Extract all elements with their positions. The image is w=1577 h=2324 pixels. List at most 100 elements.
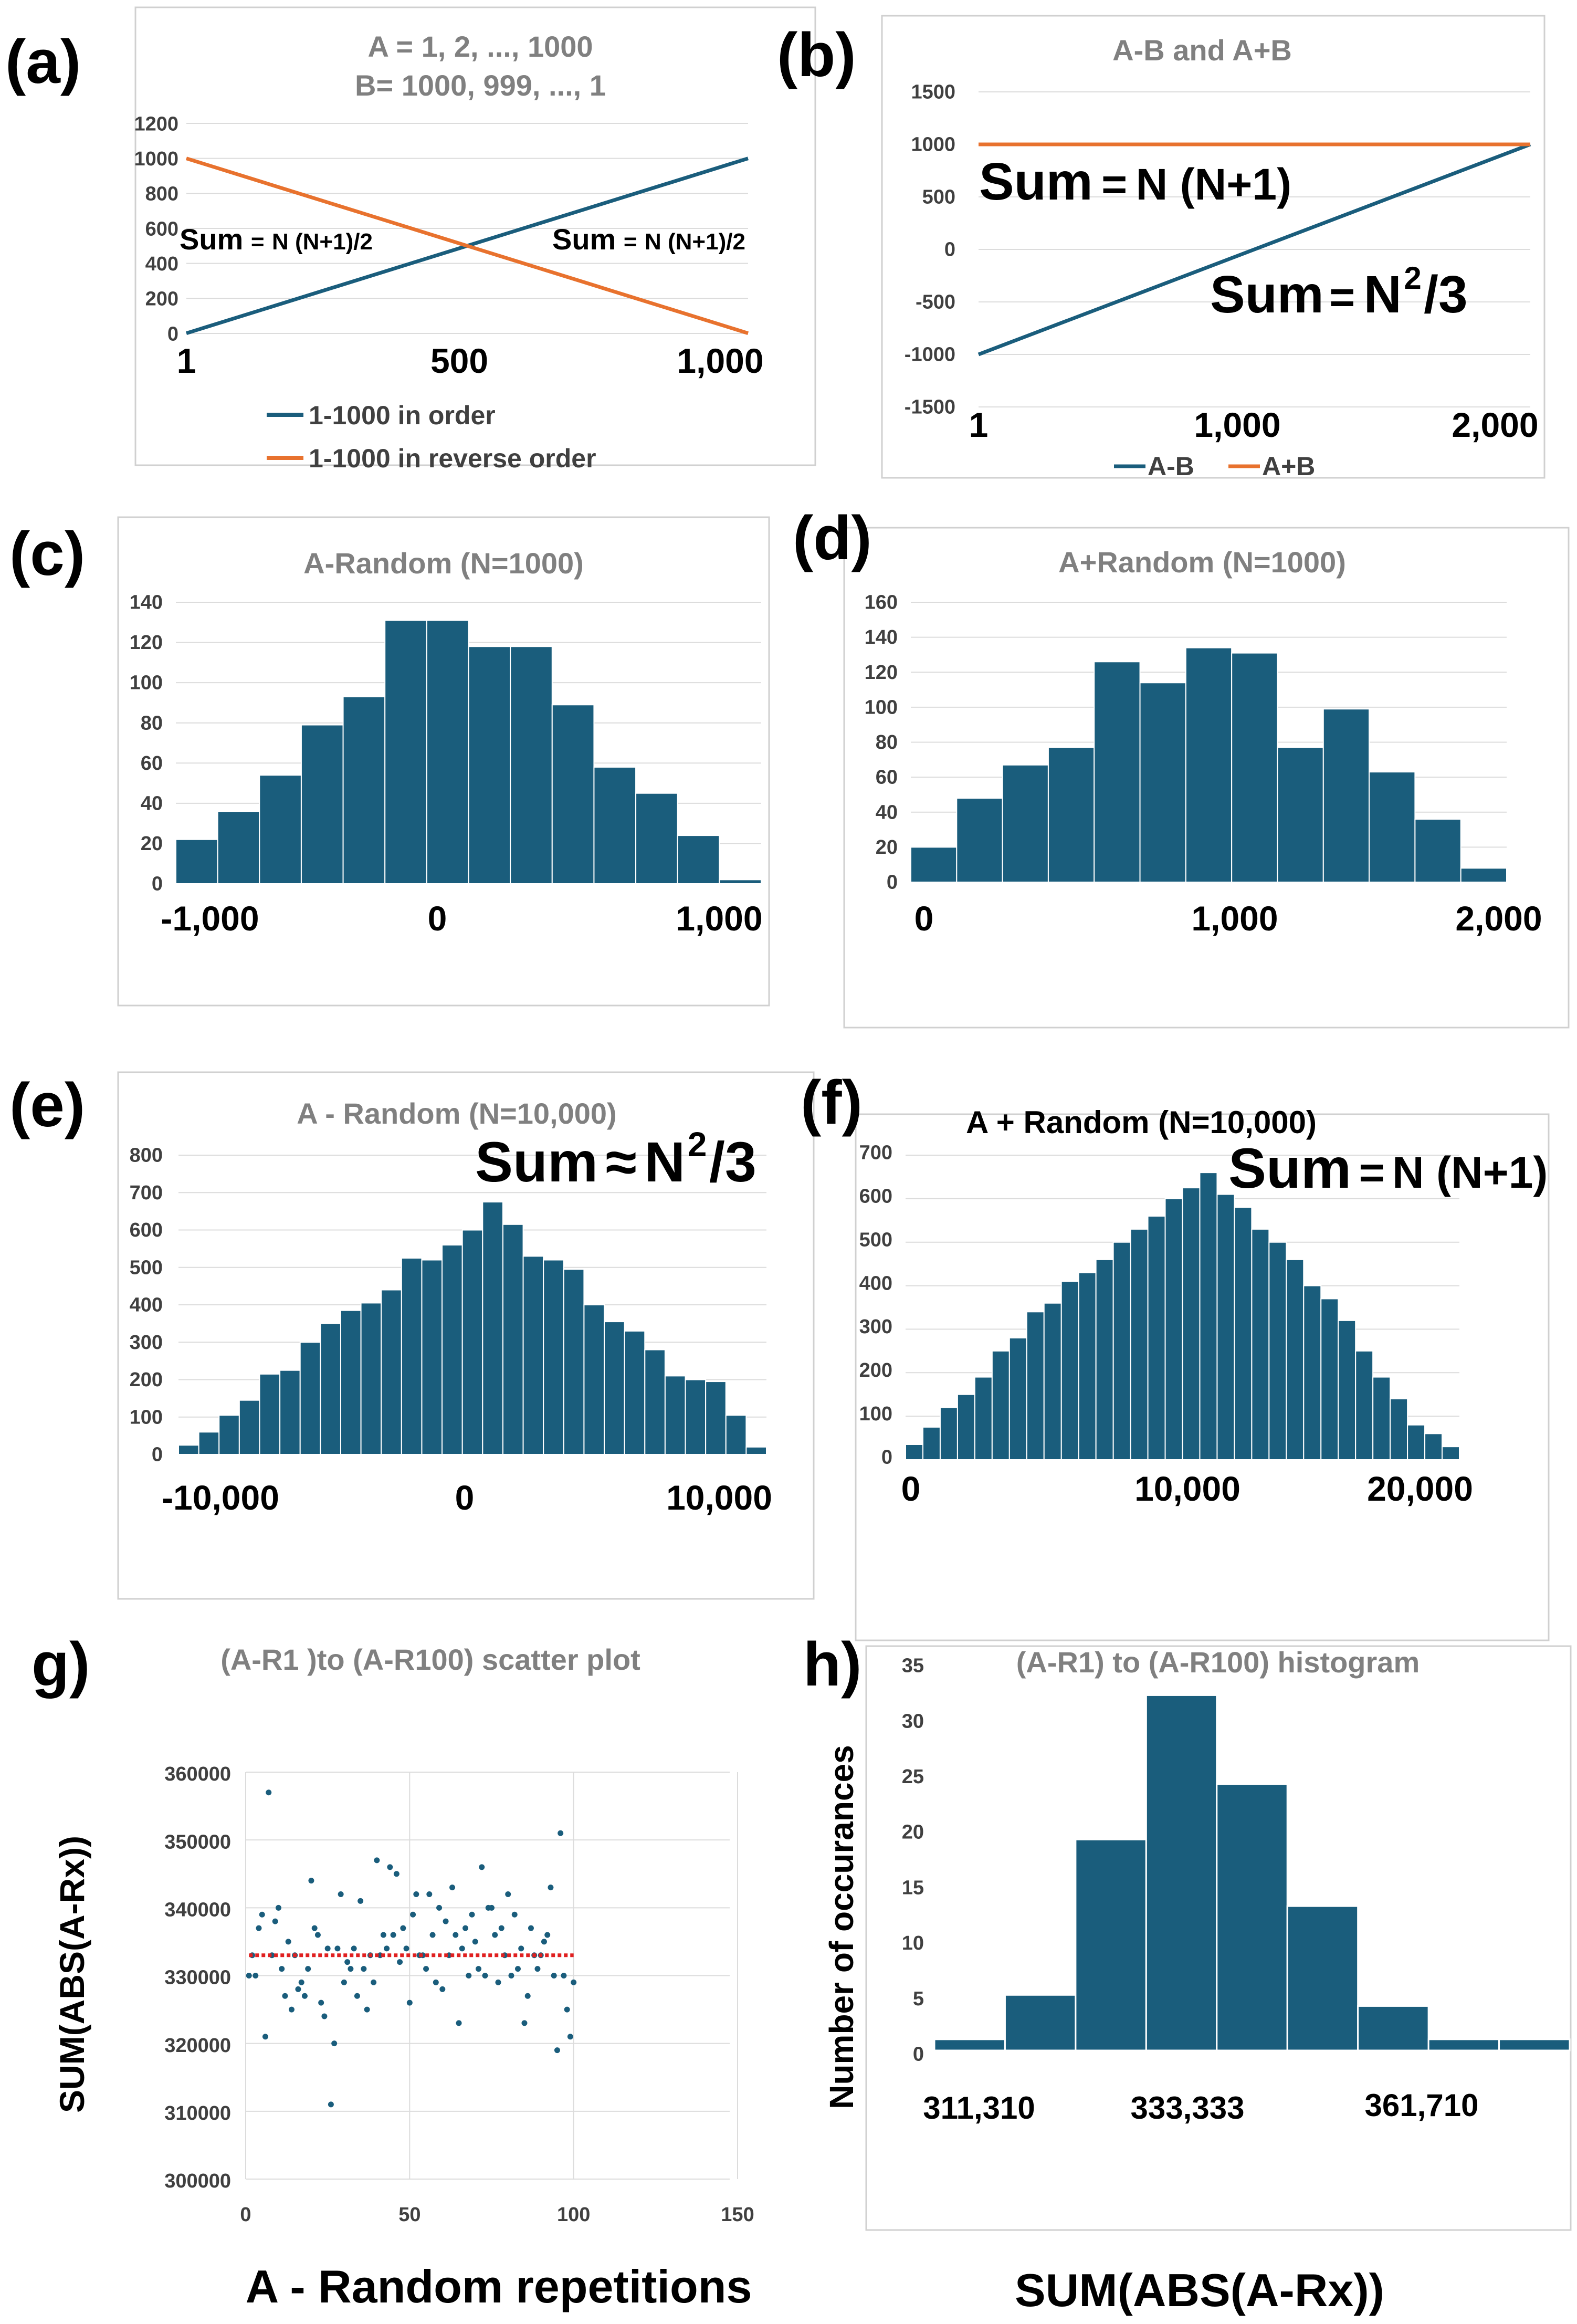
chart-a-x-tick-2: 500 xyxy=(430,341,488,380)
chart-d-y-tick: 100 xyxy=(865,696,898,718)
chart-e-bar xyxy=(238,1399,260,1455)
chart-e-annotation: Sum ≈ N 2 /3 xyxy=(475,1125,756,1194)
chart-f-bar xyxy=(1147,1216,1166,1460)
chart-h-x-tick-2: 333,333 xyxy=(1131,2090,1245,2126)
chart-d-bar xyxy=(1322,708,1370,883)
chart-e-y-tick: 0 xyxy=(152,1444,163,1466)
chart-c: A-Random (N=1000) 0 20 40 60 80 100 120 140 -1,… xyxy=(130,547,763,938)
chart-e-bar xyxy=(178,1444,199,1455)
chart-g-point xyxy=(272,1918,278,1924)
ann-b2-tail: /3 xyxy=(1424,265,1467,324)
chart-g-point xyxy=(301,1993,308,1999)
chart-h-bar xyxy=(1427,2038,1500,2051)
chart-g-point xyxy=(413,1891,419,1897)
panel-d-frame xyxy=(843,527,1570,1029)
chart-e-bar xyxy=(543,1259,564,1455)
chart-g-point xyxy=(514,1966,521,1972)
chart-g-point xyxy=(324,1945,331,1952)
ann-b2-sup: 2 xyxy=(1404,260,1421,296)
chart-e-bar xyxy=(279,1369,301,1455)
legend-a-label-2: 1-1000 in reverse order xyxy=(309,444,596,473)
chart-g-point xyxy=(331,2040,338,2047)
chart-c-y-tick: 40 xyxy=(141,792,163,814)
chart-f-y-tick: 400 xyxy=(859,1272,892,1294)
chart-h-y-tick: 0 xyxy=(913,2044,924,2066)
ann-a1-base: Sum xyxy=(180,223,243,256)
chart-b-y-tick: 1500 xyxy=(911,81,955,103)
chart-a-y-tick: 600 xyxy=(145,218,178,240)
chart-g-point xyxy=(489,1904,495,1911)
chart-c-bar xyxy=(510,646,553,884)
chart-g-point xyxy=(318,2000,324,2006)
chart-g-point xyxy=(521,2020,528,2026)
chart-e-bar xyxy=(745,1446,767,1455)
chart-e-bar xyxy=(461,1229,483,1455)
chart-g-point xyxy=(364,2006,370,2013)
chart-e: A - Random (N=10,000) 0 100 200 300 400 500 60… xyxy=(130,1097,772,1517)
chart-d-x-tick-3: 2,000 xyxy=(1455,899,1542,938)
chart-g-point xyxy=(541,1939,547,1945)
ann-e-tail: /3 xyxy=(709,1130,756,1194)
chart-f-annotation: Sum = N (N+1) xyxy=(1228,1136,1548,1200)
chart-h-title: (A-R1) to (A-R100) histogram xyxy=(1016,1646,1420,1679)
chart-g-point xyxy=(524,1993,531,1999)
chart-g-x-tick: 150 xyxy=(721,2204,754,2226)
ann-a1-rest: N (N+1)/2 xyxy=(272,229,373,255)
chart-d: A+Random (N=1000) 020406080100120140160 … xyxy=(865,546,1542,938)
chart-g-point xyxy=(423,1966,429,1972)
chart-h-y-tick: 5 xyxy=(913,1988,924,2010)
chart-g-point xyxy=(308,1878,314,1884)
chart-g-point xyxy=(321,2013,328,2019)
legend-b-label-1: A-B xyxy=(1148,452,1194,481)
chart-f-bar xyxy=(1043,1302,1062,1461)
chart-b-title: A-B and A+B xyxy=(1112,34,1292,67)
chart-f-y-tick: 600 xyxy=(859,1186,892,1208)
chart-b-y-tick: -1500 xyxy=(905,396,955,418)
ann-b2-rest: N xyxy=(1364,265,1402,324)
chart-f-bar xyxy=(1390,1398,1408,1460)
chart-f-y-tick: 100 xyxy=(859,1403,892,1425)
chart-f: A + Random (N=10,000) 0 100 200 300 400 500 60… xyxy=(859,1105,1548,1508)
chart-c-y-tick: 100 xyxy=(130,672,163,694)
chart-e-y-tick: 600 xyxy=(130,1219,163,1241)
chart-c-y-tick: 20 xyxy=(141,833,163,855)
chart-g-point xyxy=(397,1959,403,1965)
chart-f-bar xyxy=(1078,1272,1097,1461)
chart-g-point xyxy=(390,1932,396,1938)
chart-e-title: A - Random (N=10,000) xyxy=(297,1097,616,1130)
chart-e-bar xyxy=(198,1431,220,1455)
chart-g-point xyxy=(439,1986,446,1992)
chart-f-bar xyxy=(905,1444,923,1460)
chart-c-bar xyxy=(175,839,218,885)
ann-e-base: Sum xyxy=(475,1130,598,1194)
chart-e-bar xyxy=(583,1304,605,1455)
chart-f-bar xyxy=(1060,1281,1079,1460)
chart-f-bar xyxy=(1234,1207,1253,1460)
chart-g-point xyxy=(443,1918,449,1924)
chart-e-y-tick: 400 xyxy=(130,1294,163,1316)
chart-d-bar xyxy=(910,846,958,883)
chart-g-point xyxy=(469,1911,475,1918)
chart-f-y-tick: 300 xyxy=(859,1316,892,1338)
chart-b-x-tick-2: 1,000 xyxy=(1194,405,1280,444)
chart-g-point xyxy=(534,1966,541,1972)
chart-f-bar xyxy=(1320,1298,1339,1460)
legend-b-label-2: A+B xyxy=(1262,452,1315,481)
chart-h-x-axis-label: SUM(ABS(A-Rx)) xyxy=(1015,2264,1384,2316)
chart-g-point xyxy=(371,1979,377,1985)
chart-c-bar xyxy=(342,696,386,884)
chart-f-bar xyxy=(1112,1241,1131,1461)
chart-g-point xyxy=(275,1904,281,1911)
chart-g-point xyxy=(498,1925,504,1931)
chart-d-y-tick: 60 xyxy=(876,767,898,789)
chart-f-x-tick-2: 10,000 xyxy=(1134,1469,1240,1508)
chart-g-y-tick: 330000 xyxy=(164,1967,231,1989)
chart-b-series-line-1 xyxy=(977,142,1531,357)
chart-e-bar xyxy=(421,1259,443,1455)
chart-b-y-tick: 500 xyxy=(922,186,955,208)
chart-g-point xyxy=(564,2006,570,2013)
chart-g-point xyxy=(314,1932,321,1938)
chart-f-bar xyxy=(1026,1311,1045,1460)
chart-g-point xyxy=(561,1973,567,1978)
